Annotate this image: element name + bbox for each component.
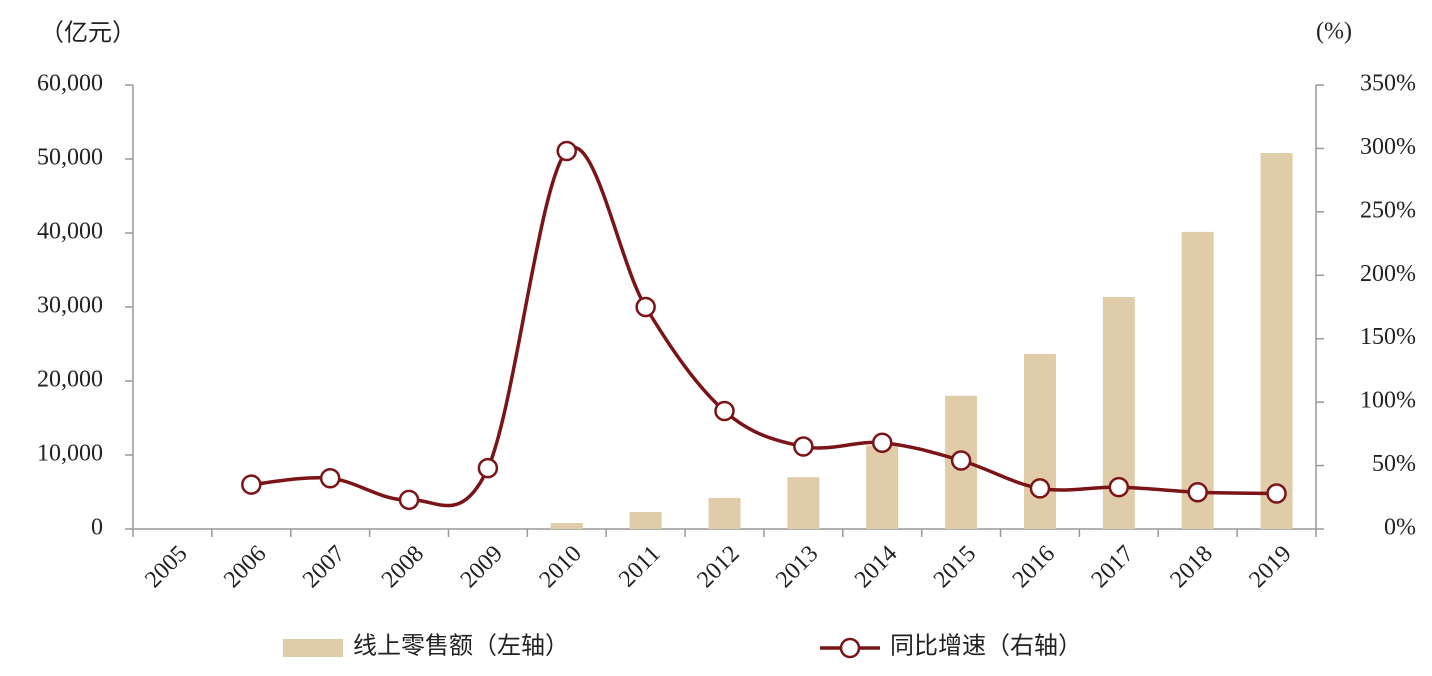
x-tick-label: 2005: [140, 541, 192, 593]
y2-tick-label: 100%: [1360, 388, 1416, 414]
legend-label: 线上零售额（左轴）: [353, 633, 569, 660]
marker: [241, 474, 262, 495]
bar: [1023, 353, 1056, 529]
x-tick-label: 2008: [377, 541, 429, 593]
legend-label: 同比增速（右轴）: [890, 633, 1082, 660]
y-tick-label: 30,000: [37, 293, 103, 319]
y2-axis-title: (%): [1316, 19, 1352, 45]
y-tick-label: 50,000: [37, 145, 103, 171]
x-tick-label: 2011: [614, 541, 666, 593]
y-tick-label: 60,000: [37, 71, 103, 97]
y-tick-label: 10,000: [37, 441, 103, 467]
x-tick-label: 2006: [219, 541, 271, 593]
x-tick-label: 2019: [1244, 541, 1296, 593]
y2-tick-label: 250%: [1360, 197, 1416, 223]
x-tick-label: 2014: [850, 541, 902, 593]
bar: [1181, 231, 1214, 529]
y-axis-title: （亿元）: [40, 20, 136, 47]
y2-tick-label: 150%: [1360, 324, 1416, 350]
legend-swatch: [283, 639, 343, 657]
x-tick-label: 2017: [1087, 541, 1139, 593]
y2-tick-label: 350%: [1360, 71, 1416, 97]
bar: [550, 523, 583, 529]
x-tick-label: 2010: [535, 541, 587, 593]
legend-marker: [839, 637, 861, 659]
marker: [477, 457, 499, 479]
marker: [1266, 483, 1287, 504]
y-tick-label: 40,000: [37, 219, 103, 245]
y2-tick-label: 0%: [1384, 515, 1416, 541]
marker: [714, 400, 735, 422]
x-tick-label: 2009: [456, 541, 508, 593]
x-tick-label: 2013: [771, 541, 823, 593]
marker: [556, 140, 578, 162]
line: [251, 145, 1277, 508]
marker: [1108, 476, 1130, 498]
marker: [1187, 481, 1208, 503]
y-tick-label: 0: [91, 515, 103, 541]
marker: [871, 432, 893, 453]
bar: [708, 497, 741, 529]
marker: [1029, 478, 1051, 499]
marker: [793, 436, 814, 457]
x-tick-label: 2015: [929, 541, 981, 593]
y2-tick-label: 50%: [1372, 451, 1416, 477]
x-tick-label: 2007: [298, 541, 350, 593]
bar: [629, 511, 662, 529]
x-tick-label: 2016: [1008, 541, 1060, 593]
x-tick-label: 2018: [1166, 541, 1218, 593]
marker: [398, 489, 420, 511]
bar: [787, 477, 820, 529]
bar: [866, 445, 899, 529]
marker: [319, 468, 341, 489]
marker: [635, 296, 656, 318]
bar: [1260, 153, 1293, 529]
y2-tick-label: 300%: [1360, 134, 1416, 160]
y2-tick-label: 200%: [1360, 261, 1416, 287]
y-tick-label: 20,000: [37, 367, 103, 393]
marker: [950, 450, 972, 471]
x-tick-label: 2012: [692, 541, 744, 593]
